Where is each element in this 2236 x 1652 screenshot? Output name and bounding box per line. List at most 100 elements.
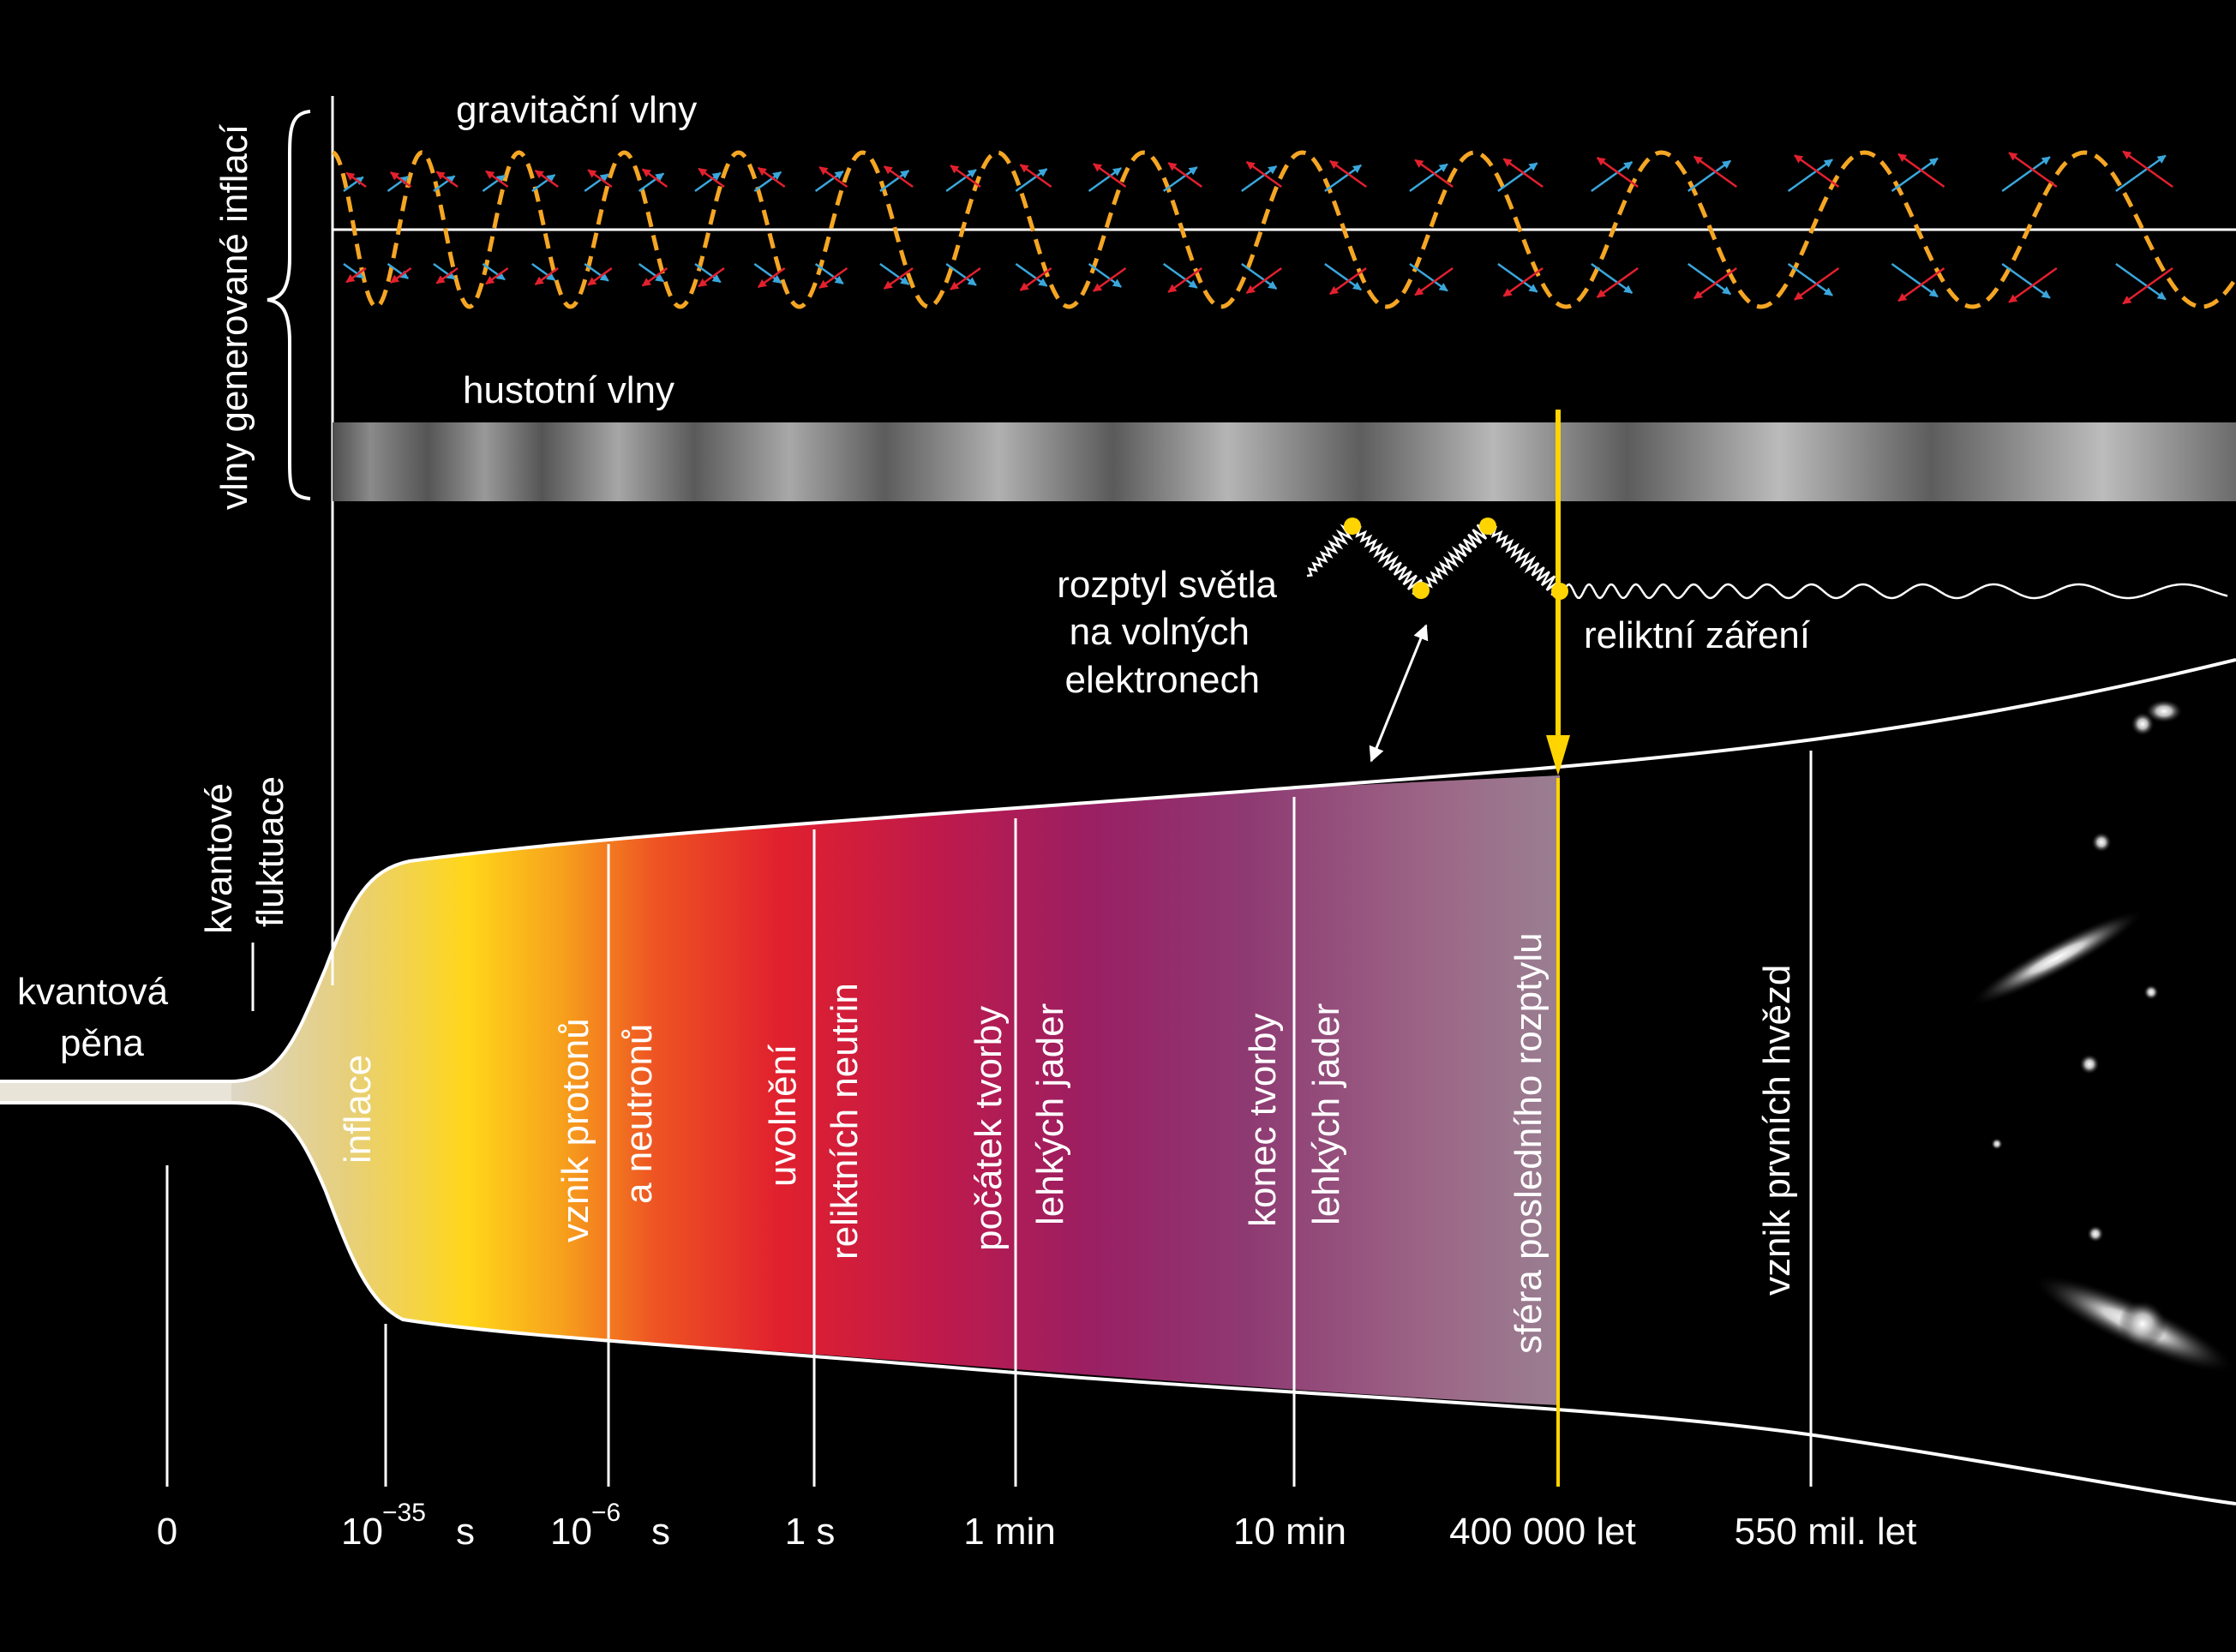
polarization-arrow-59 bbox=[1167, 266, 1203, 293]
time-inflation-exp: −35 bbox=[382, 1499, 426, 1527]
polarization-arrow-26 bbox=[638, 262, 665, 283]
polarization-arrow-55 bbox=[1093, 266, 1127, 292]
brace bbox=[267, 110, 311, 500]
polarization-arrow-51 bbox=[1019, 266, 1052, 291]
relic-radiation-label: reliktní záření bbox=[1584, 614, 1811, 656]
polarization-arrow-30 bbox=[694, 262, 722, 284]
star-7 bbox=[2087, 1225, 2104, 1242]
time-10min: 10 min bbox=[1233, 1511, 1346, 1553]
polarization-arrow-76 bbox=[1591, 161, 1634, 193]
polarization-arrow-35 bbox=[757, 266, 786, 289]
polarization-arrow-4 bbox=[387, 176, 409, 193]
polarization-arrow-23 bbox=[587, 266, 613, 286]
polarization-arrow-56 bbox=[1162, 166, 1198, 193]
star-2 bbox=[2131, 712, 2155, 736]
epoch-nucleo-end-line2: lehkých jader bbox=[1305, 1003, 1347, 1225]
polarization-arrow-33 bbox=[757, 166, 786, 189]
polarization-arrow-31 bbox=[698, 266, 725, 288]
epoch-neutrinos-line1: uvolnění bbox=[762, 1044, 804, 1187]
polarization-arrow-79 bbox=[1596, 266, 1639, 298]
polarization-arrow-38 bbox=[814, 262, 844, 285]
time-protons-exp: −6 bbox=[591, 1499, 620, 1527]
time-protons-unit: s bbox=[651, 1511, 670, 1553]
polarization-arrow-9 bbox=[435, 171, 459, 189]
epoch-nucleo-start-line2: lehkých jader bbox=[1029, 1003, 1071, 1225]
epoch-protons-line1: vznik protonů bbox=[555, 1018, 596, 1242]
polarization-arrow-48 bbox=[1015, 168, 1048, 193]
polarization-arrow-73 bbox=[1502, 158, 1544, 189]
scattering-label-line3: elektronech bbox=[1065, 659, 1260, 701]
time-400k: 400 000 let bbox=[1449, 1511, 1636, 1553]
galaxy-1 bbox=[1969, 909, 2144, 1007]
epoch-lines bbox=[165, 96, 1813, 1487]
polarization-arrow-19 bbox=[534, 266, 559, 285]
polarization-arrow-91 bbox=[1897, 266, 1945, 302]
polarization-arrow-81 bbox=[1693, 155, 1737, 189]
epoch-nucleo-end-line1: konec tvorby bbox=[1242, 1014, 1284, 1227]
time-0: 0 bbox=[157, 1511, 177, 1553]
polarization-arrow-58 bbox=[1162, 262, 1198, 289]
time-550m: 550 mil. let bbox=[1735, 1511, 1917, 1553]
polarization-arrow-14 bbox=[482, 262, 506, 281]
polarization-arrow-7 bbox=[390, 266, 412, 284]
polarization-arrow-99 bbox=[2122, 266, 2173, 305]
polarization-arrow-24 bbox=[638, 172, 665, 193]
polarization-arrow-46 bbox=[945, 262, 977, 286]
polarization-arrow-12 bbox=[482, 174, 506, 193]
epoch-last-scattering: sféra posledního rozptylu bbox=[1508, 932, 1550, 1354]
polarization-arrow-43 bbox=[883, 266, 914, 290]
polarization-arrow-60 bbox=[1241, 165, 1278, 193]
density-waves-label: hustotní vlny bbox=[463, 369, 674, 411]
polarization-arrow-70 bbox=[1409, 262, 1448, 292]
gravitational-waves-panel bbox=[332, 150, 2236, 309]
polarization-arrow-20 bbox=[584, 173, 609, 193]
star-4 bbox=[2143, 985, 2159, 1000]
polarization-arrow-97 bbox=[2122, 150, 2173, 189]
polarization-arrow-44 bbox=[945, 169, 977, 193]
polarization-arrow-90 bbox=[1891, 262, 1939, 298]
polarization-arrow-16 bbox=[531, 174, 556, 193]
scattering-label-line1: rozptyl světla bbox=[1057, 564, 1277, 606]
epoch-neutrinos-line2: reliktních neutrin bbox=[824, 983, 866, 1260]
quantum-foam-line1: kvantová bbox=[17, 971, 169, 1013]
polarization-arrow-71 bbox=[1414, 266, 1454, 296]
polarization-arrow-62 bbox=[1241, 262, 1278, 290]
polarization-arrow-52 bbox=[1088, 167, 1122, 193]
quantum-fluctuations-line2: fluktuace bbox=[249, 776, 291, 927]
tube-bottom-outline bbox=[0, 1101, 2236, 1505]
polarization-arrow-50 bbox=[1015, 262, 1048, 287]
star-5 bbox=[2079, 1054, 2100, 1074]
polarization-arrow-29 bbox=[698, 167, 725, 189]
polarization-arrow-39 bbox=[818, 266, 848, 290]
epoch-nucleo-start-line1: počátek tvorby bbox=[968, 1006, 1010, 1251]
gravitational-wave-curve bbox=[332, 150, 2236, 309]
star-1 bbox=[2145, 699, 2183, 723]
time-protons-base: 10 bbox=[550, 1511, 592, 1553]
polarization-arrow-15 bbox=[485, 266, 509, 285]
era-gradient-fill bbox=[0, 775, 1560, 1405]
polarization-arrow-32 bbox=[753, 171, 782, 193]
polarization-arrow-75 bbox=[1502, 266, 1544, 297]
polarization-arrow-25 bbox=[641, 168, 668, 189]
polarization-arrow-3 bbox=[345, 266, 367, 284]
star-3 bbox=[2091, 832, 2112, 853]
quantum-foam-line2: pěna bbox=[60, 1022, 144, 1064]
polarization-arrow-2 bbox=[343, 262, 364, 279]
polarization-arrow-74 bbox=[1497, 262, 1538, 293]
polarization-arrow-45 bbox=[950, 165, 981, 189]
polarization-arrow-27 bbox=[641, 266, 668, 287]
polarization-arrow-80 bbox=[1687, 159, 1732, 193]
polarization-arrow-67 bbox=[1329, 266, 1367, 296]
time-1min: 1 min bbox=[963, 1511, 1056, 1553]
polarization-arrow-21 bbox=[587, 169, 613, 189]
electron-dot-3 bbox=[1479, 518, 1496, 535]
polarization-arrow-98 bbox=[2115, 262, 2167, 301]
polarization-arrow-40 bbox=[879, 170, 910, 193]
polarization-arrows bbox=[343, 150, 2173, 305]
polarization-arrow-47 bbox=[950, 266, 981, 290]
gravitational-waves-label: gravitační vlny bbox=[456, 89, 697, 131]
polarization-arrow-95 bbox=[2008, 266, 2058, 303]
relic-radiation-wave bbox=[1562, 583, 2228, 600]
polarization-arrow-96 bbox=[2115, 154, 2167, 193]
galaxy-2-core bbox=[2119, 1300, 2167, 1348]
